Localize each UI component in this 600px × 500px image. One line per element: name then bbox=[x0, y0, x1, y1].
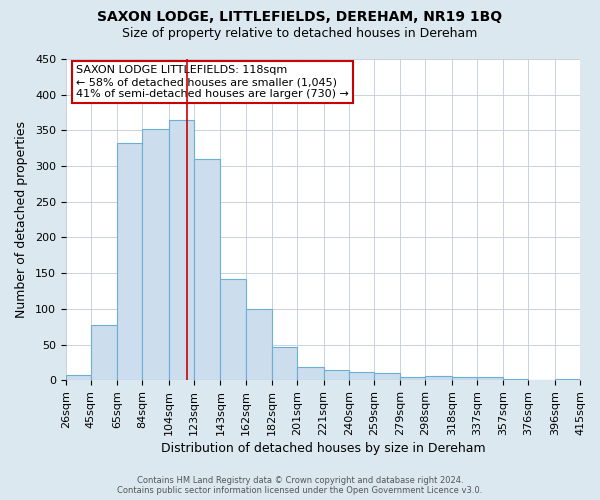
Bar bbox=[349, 372, 374, 380]
Y-axis label: Number of detached properties: Number of detached properties bbox=[15, 121, 28, 318]
Bar bbox=[66, 375, 91, 380]
Bar bbox=[400, 376, 425, 380]
Bar bbox=[452, 376, 477, 380]
Bar bbox=[374, 373, 400, 380]
Text: SAXON LODGE LITTLEFIELDS: 118sqm
← 58% of detached houses are smaller (1,045)
41: SAXON LODGE LITTLEFIELDS: 118sqm ← 58% o… bbox=[76, 66, 349, 98]
Bar bbox=[245, 309, 272, 380]
Bar bbox=[323, 370, 349, 380]
Bar bbox=[477, 376, 503, 380]
Bar bbox=[91, 325, 118, 380]
Bar bbox=[194, 159, 220, 380]
Bar bbox=[425, 376, 452, 380]
Bar bbox=[118, 142, 142, 380]
Bar bbox=[220, 279, 245, 380]
Bar bbox=[297, 368, 323, 380]
Bar bbox=[272, 348, 297, 380]
Bar bbox=[142, 129, 169, 380]
Text: Contains HM Land Registry data © Crown copyright and database right 2024.
Contai: Contains HM Land Registry data © Crown c… bbox=[118, 476, 482, 495]
Bar bbox=[169, 120, 194, 380]
Bar bbox=[555, 379, 580, 380]
X-axis label: Distribution of detached houses by size in Dereham: Distribution of detached houses by size … bbox=[161, 442, 485, 455]
Text: Size of property relative to detached houses in Dereham: Size of property relative to detached ho… bbox=[122, 28, 478, 40]
Bar bbox=[503, 379, 529, 380]
Text: SAXON LODGE, LITTLEFIELDS, DEREHAM, NR19 1BQ: SAXON LODGE, LITTLEFIELDS, DEREHAM, NR19… bbox=[97, 10, 503, 24]
